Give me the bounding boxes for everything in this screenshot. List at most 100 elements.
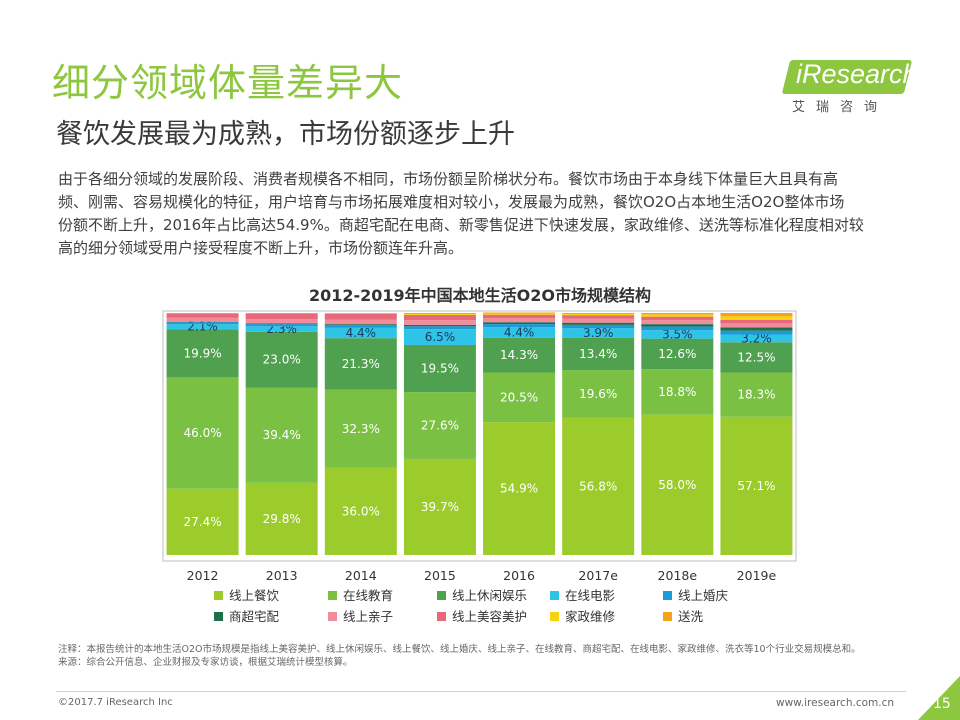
bar-segment [403,329,476,345]
bar-segment [720,319,793,324]
data-label: 19.6% [579,387,617,401]
bar-segment [720,416,793,555]
data-label: 21.3% [342,357,380,371]
data-label: 46.0% [184,426,222,440]
data-label: 27.4% [184,515,222,529]
bar-segment [641,414,714,555]
bar-segment [166,317,239,322]
bar-segment [720,327,793,331]
bar-segment [562,313,635,316]
bar-segment [483,318,556,323]
legend-swatch [550,612,559,621]
legend-swatch [663,591,672,600]
data-label: 12.5% [737,350,775,364]
bar-segment [324,327,397,339]
legend-swatch [214,591,223,600]
bar-segment [166,377,239,489]
bar-segment [166,488,239,555]
bar-segment [245,326,318,332]
data-label: 20.5% [500,390,538,404]
logo-cn-text: 艾瑞咨询 [792,100,889,115]
bar-segment [720,323,793,328]
bar-segment [641,338,714,370]
bar-segment [403,458,476,555]
paragraph-line: 由于各细分领域的发展阶段、消费者规模各不相同，市场份额呈阶梯状分布。餐饮市场由于… [58,170,839,188]
bar-segment [245,387,318,483]
bar-segment [166,329,239,378]
data-label: 36.0% [342,504,380,518]
bar-segment [562,322,635,325]
bar-segment [483,337,556,373]
bar-segment [562,370,635,418]
data-label: 3.5% [662,327,693,341]
data-label: 19.9% [184,346,222,360]
bar-segment [245,313,318,320]
data-label: 56.8% [579,479,617,493]
bar-segment [403,320,476,325]
data-label: 3.9% [583,326,614,340]
bar-segment [720,342,793,373]
legend-label: 家政维修 [565,609,616,624]
bar-segment [562,417,635,555]
bar-segment [403,314,476,321]
bar-segment [483,422,556,555]
x-tick-label: 2015 [424,568,456,583]
data-label: 54.9% [500,482,538,496]
bar-segment [483,314,556,319]
data-label: 57.1% [737,479,775,493]
bar-segment [403,313,476,315]
data-label: 12.6% [658,347,696,361]
bar-segment [245,323,318,325]
bar-segment [720,372,793,417]
data-label: 18.3% [737,388,775,402]
bar-segment [166,322,239,325]
bar-segment [720,313,793,317]
plot-area [162,310,797,562]
bar-segment [720,334,793,343]
bar-segment [403,392,476,459]
iresearch-logo: iResearch 艾瑞咨询 [781,54,918,115]
bar-segment [403,313,476,314]
legend-label: 送洗 [678,609,704,624]
bar-segment [324,325,397,328]
bar-segment [245,331,318,388]
bar-segment [562,328,635,338]
slide-subtitle: 餐饮发展最为成熟，市场份额逐步上升 [56,119,515,150]
bar-segment [562,337,635,371]
bar-segment [641,320,714,325]
note-text: 注释：本报告统计的本地生活O2O市场规模是指线上美容美护、线上休闲娱乐、线上餐饮… [58,644,861,655]
bar-segment [324,389,397,468]
bar-segment [324,313,397,320]
paragraph-line: 份额不断上升，2016年占比高达54.9%。商超宅配在电商、新零售促进下快速发展… [58,216,864,234]
bar-segment [403,344,476,393]
bar-segment [483,322,556,325]
legend-label: 在线电影 [565,588,616,603]
legend-label: 线上美容美护 [452,609,527,624]
paragraph-line: 高的细分领域受用户接受程度不断上升，市场份额连年升高。 [58,239,464,257]
bar-segment [562,313,635,314]
data-label: 4.4% [504,326,535,340]
legend-swatch [663,612,672,621]
data-label: 6.5% [425,330,456,344]
page-corner-triangle [918,676,960,720]
legend-swatch [550,591,559,600]
legend-label: 在线教育 [343,588,393,603]
legend-label: 线上婚庆 [678,588,729,603]
bar-segment [483,313,556,315]
data-label: 58.0% [658,478,696,492]
bar-segment [641,326,714,331]
data-label: 23.0% [263,353,301,367]
x-tick-label: 2016 [503,568,535,583]
bar-segment [562,324,635,329]
bar-segment [483,327,556,338]
legend-swatch [328,591,337,600]
bar-segment [324,319,397,325]
source-text: 来源：综合公开信息、企业财报及专家访谈，根据艾瑞统计模型核算。 [58,657,353,668]
data-label: 39.7% [421,500,459,514]
x-tick-label: 2018e [658,568,698,583]
bar-segment [641,369,714,415]
page-number: 15 [933,696,951,712]
bar-segment [245,482,318,555]
summary-paragraph: 由于各细分领域的发展阶段、消费者规模各不相同，市场份额呈阶梯状分布。餐饮市场由于… [58,168,916,260]
data-label: 14.3% [500,348,538,362]
